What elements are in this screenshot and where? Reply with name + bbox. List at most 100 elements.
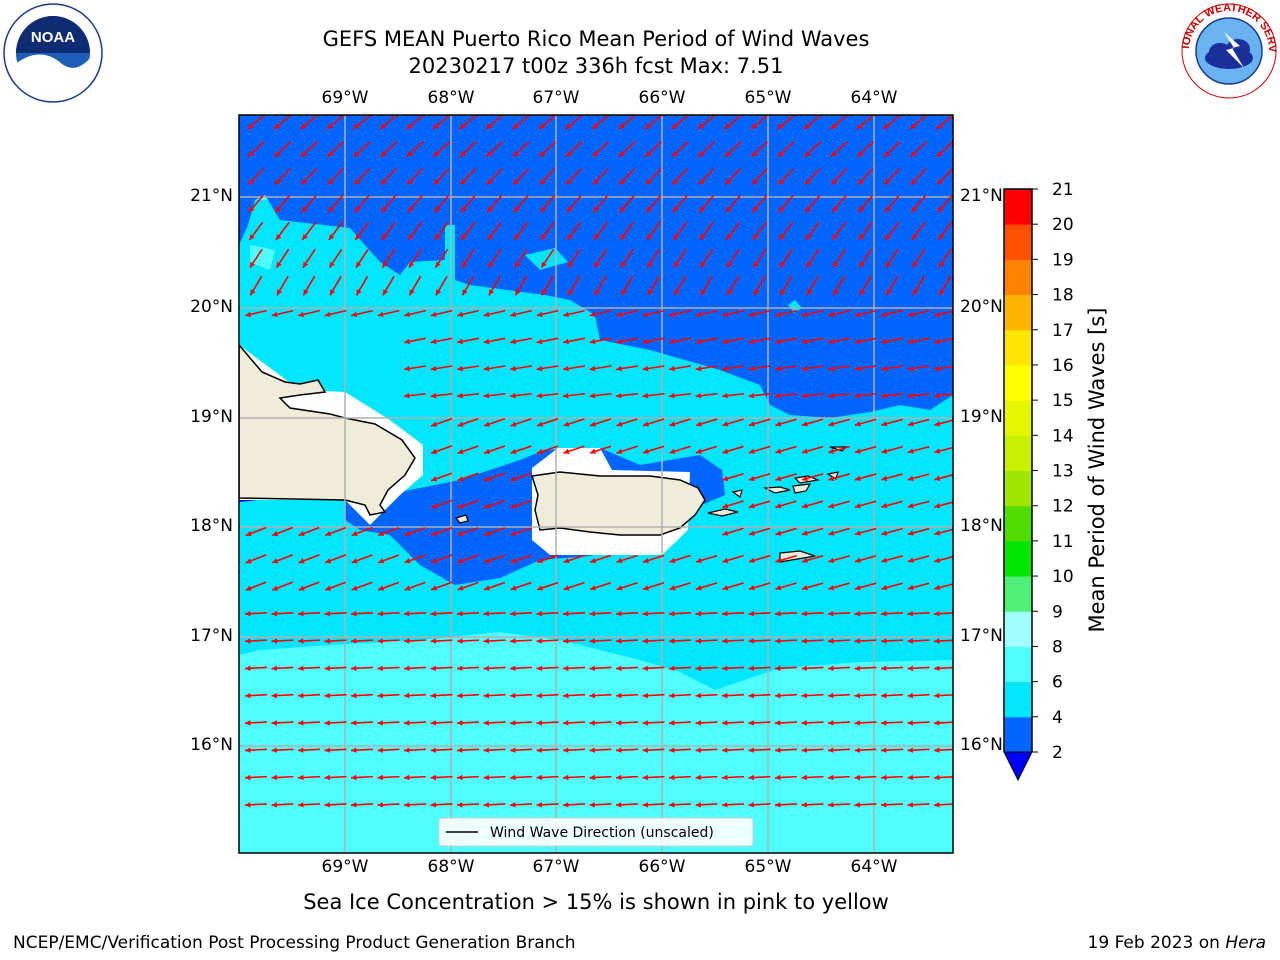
wind-wave-arrow (379, 115, 398, 130)
wind-wave-arrow (615, 802, 639, 808)
wind-wave-arrow (695, 445, 718, 454)
wind-wave-arrow (647, 275, 660, 296)
lon-tick-top: 67°W (532, 88, 580, 108)
wind-wave-arrow (536, 365, 559, 372)
wind-wave-arrow (907, 692, 930, 699)
wind-wave-arrow (722, 309, 744, 318)
wind-wave-arrow (354, 221, 370, 241)
wind-wave-arrow (589, 610, 612, 617)
wind-wave-arrow (774, 610, 798, 617)
wind-wave-arrow (271, 309, 294, 318)
wind-wave-arrow (562, 665, 586, 672)
wind-wave-arrow (324, 638, 347, 644)
wind-wave-arrow (695, 692, 718, 699)
wind-wave-arrow (934, 473, 953, 481)
wind-wave-arrow (907, 473, 930, 481)
wind-wave-arrow (456, 774, 480, 781)
wind-wave-arrow (642, 692, 665, 699)
wind-wave-arrow (616, 445, 638, 454)
wind-wave-arrow (806, 275, 819, 296)
wind-wave-arrow (567, 275, 581, 296)
wind-wave-arrow (562, 802, 586, 808)
wind-wave-arrow (695, 418, 718, 427)
wind-wave-arrow (907, 582, 930, 591)
wind-wave-arrow (350, 638, 374, 644)
wind-wave-arrow (854, 802, 877, 808)
island-tortola (792, 483, 812, 494)
wind-wave-arrow (297, 802, 321, 808)
wind-wave-arrow (510, 417, 532, 427)
wind-wave-arrow (483, 720, 506, 726)
wind-wave-arrow (589, 554, 612, 564)
wind-wave-arrow (324, 665, 347, 672)
wind-wave-arrow (857, 194, 874, 213)
lon-tick-bottom: 64°W (850, 857, 898, 877)
wind-wave-arrow (381, 221, 396, 241)
colorbar-segment (1004, 716, 1032, 753)
wind-wave-arrow (244, 774, 268, 781)
wind-wave-arrow (592, 168, 609, 186)
lat-tick-left: 20°N (190, 297, 233, 317)
colorbar-tick-label: 20 (1052, 215, 1074, 235)
wind-wave-arrow (721, 692, 745, 699)
wind-wave-arrow (563, 554, 585, 564)
wind-wave-arrow (509, 747, 533, 753)
wind-wave-arrow (541, 275, 554, 296)
wind-wave-arrow (249, 248, 263, 269)
wind-wave-arrow (615, 774, 639, 781)
wind-wave-arrow (801, 555, 824, 563)
wind-wave-arrow (353, 141, 371, 158)
wind-wave-arrow (910, 168, 927, 186)
wind-wave-arrow (748, 692, 771, 699)
wind-wave-arrow (247, 115, 265, 130)
wind-wave-arrow (669, 554, 691, 564)
wind-wave-arrow (752, 221, 767, 241)
wind-wave-arrow (695, 337, 718, 345)
wind-wave-arrow (457, 472, 479, 482)
wind-wave-arrow (671, 115, 689, 130)
wind-wave-arrow (881, 473, 903, 482)
colorbar-segment (1004, 646, 1032, 683)
wind-wave-arrow (801, 365, 824, 372)
wind-wave-arrow (512, 115, 530, 130)
wind-wave-arrow (699, 221, 714, 241)
wind-wave-arrow (801, 638, 824, 644)
wind-wave-arrow (271, 774, 294, 781)
wind-wave-arrow (801, 720, 824, 726)
wind-wave-arrow (432, 141, 451, 158)
wind-wave-arrow (430, 610, 453, 617)
wind-wave-arrow (591, 115, 610, 130)
wind-wave-arrow (752, 248, 767, 269)
wind-wave-arrow (536, 392, 559, 399)
wind-wave-arrow (774, 802, 798, 808)
wind-wave-arrow (748, 337, 771, 345)
wind-wave-arrow (724, 115, 742, 130)
wind-wave-arrow (907, 802, 930, 808)
wind-wave-arrow (461, 275, 475, 296)
wind-wave-arrow (695, 802, 718, 808)
wind-wave-arrow (404, 365, 426, 372)
wind-wave-arrow (329, 275, 342, 296)
wind-wave-arrow (514, 248, 528, 269)
wind-wave-arrow (483, 392, 506, 399)
wind-wave-arrow (512, 168, 530, 186)
lon-tick-bottom: 68°W (427, 857, 475, 877)
colorbar-tick-label: 2 (1052, 743, 1063, 763)
wind-wave-arrow (828, 500, 850, 509)
wind-wave-arrow (430, 392, 453, 399)
footer-date: 19 Feb 2023 on (1087, 933, 1226, 953)
wind-wave-arrow (536, 445, 559, 454)
wind-wave-arrow (460, 194, 476, 213)
wind-wave-arrow (775, 309, 797, 318)
wind-wave-arrow (827, 692, 851, 699)
wind-wave-arrow (778, 194, 794, 213)
wind-wave-arrow (751, 194, 768, 213)
wind-wave-arrow (403, 802, 427, 808)
wind-wave-arrow (748, 473, 771, 482)
wind-wave-arrow (483, 665, 506, 672)
wind-wave-arrow (801, 309, 824, 318)
wind-wave-arrow (536, 774, 559, 781)
contour-band-south (239, 700, 953, 853)
wind-wave-arrow (748, 665, 771, 672)
wind-wave-arrow (854, 418, 877, 427)
